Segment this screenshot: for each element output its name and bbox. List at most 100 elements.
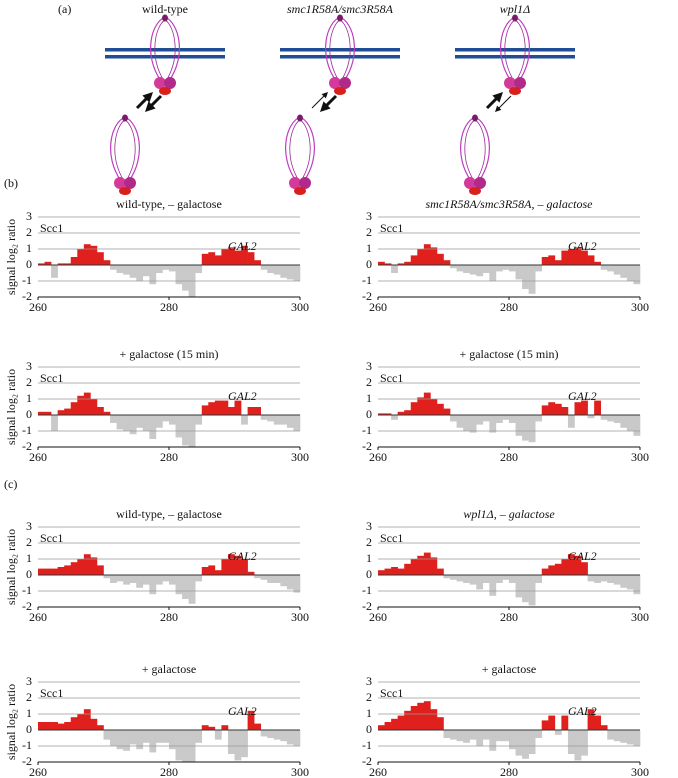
arrow-head — [145, 101, 156, 112]
y-tick-label: 2 — [366, 375, 372, 389]
signal-bar — [51, 568, 58, 575]
signal-bar — [116, 265, 124, 273]
signal-bar — [620, 415, 628, 428]
arrow-head — [320, 101, 331, 112]
head — [154, 77, 166, 89]
signal-bar — [482, 575, 490, 583]
signal-bar — [195, 730, 203, 743]
signal-bar — [149, 575, 157, 595]
signal-bar — [175, 415, 183, 438]
signal-bar — [175, 730, 183, 761]
y-tick-label: 2 — [366, 690, 372, 704]
signal-bar — [502, 730, 510, 742]
signal-bar — [581, 400, 588, 415]
signal-bar — [96, 725, 104, 730]
signal-bar — [142, 730, 150, 743]
signal-bar — [450, 730, 457, 740]
y-tick-label: -1 — [362, 273, 372, 287]
hinge — [472, 114, 478, 122]
y-tick-label: -1 — [362, 583, 372, 597]
signal-bar — [391, 567, 398, 575]
y-axis-label: signal log₂ ratio — [4, 369, 18, 445]
hinge — [162, 14, 168, 22]
signal-bar — [436, 253, 444, 265]
signal-bar — [626, 415, 634, 431]
y-tick-label: 0 — [26, 722, 32, 736]
signal-bar — [423, 701, 431, 730]
signal-bar — [626, 575, 634, 590]
signal-bar — [417, 555, 425, 575]
x-tick-label: 260 — [29, 300, 47, 314]
gene-label: GAL2 — [568, 704, 597, 718]
signal-bar — [469, 265, 477, 275]
signal-bar — [594, 261, 601, 265]
signal-bar — [528, 575, 536, 606]
y-tick-label: -1 — [362, 738, 372, 752]
y-tick-label: -2 — [362, 439, 372, 453]
signal-bar — [410, 255, 418, 265]
signal-bar — [44, 411, 52, 415]
signal-bar — [594, 575, 601, 583]
signal-bar — [456, 265, 464, 272]
x-tick-label: 280 — [160, 610, 178, 624]
signal-bar — [613, 265, 621, 275]
signal-bar — [254, 260, 261, 265]
signal-bar — [208, 565, 216, 575]
signal-bar — [182, 265, 189, 291]
signal-bar — [515, 575, 523, 598]
y-tick-label: 2 — [26, 375, 32, 389]
gene-label: GAL2 — [228, 704, 257, 718]
signal-bar — [149, 415, 157, 439]
y-tick-label: 3 — [366, 674, 372, 688]
arrow-head — [321, 92, 328, 99]
signal-bar — [502, 415, 510, 420]
signal-bar — [443, 575, 451, 579]
y-tick-label: 0 — [366, 722, 372, 736]
signal-bar — [142, 265, 150, 277]
panel-label: (a) — [58, 2, 71, 16]
signal-bar — [214, 570, 222, 575]
signal-bar — [378, 413, 385, 415]
signal-bar — [509, 265, 516, 272]
signal-bar — [293, 265, 301, 281]
signal-bar — [515, 415, 523, 436]
signal-bar — [574, 247, 582, 265]
signal-bar — [247, 571, 255, 575]
signal-bar — [155, 730, 163, 743]
signal-bar — [51, 722, 58, 730]
signal-bar — [522, 575, 529, 603]
chart-title: + galactose (15 min) — [119, 347, 218, 361]
signal-bar — [182, 415, 189, 446]
signal-bar — [136, 730, 144, 750]
signal-bar — [600, 725, 608, 730]
signal-bar — [633, 730, 641, 746]
diagram-label: wpl1Δ — [500, 2, 530, 16]
signal-bar — [241, 245, 248, 265]
y-tick-label: 1 — [366, 551, 372, 565]
signal-bar — [574, 730, 582, 761]
signal-bar — [123, 575, 130, 585]
signal-bar — [613, 415, 621, 423]
head — [514, 77, 526, 89]
y-axis-label: signal log₂ ratio — [4, 529, 18, 605]
signal-bar — [410, 559, 418, 575]
arrow-head — [495, 105, 502, 112]
signal-bar — [221, 249, 229, 265]
signal-bar — [626, 265, 634, 281]
signal-bar — [567, 730, 575, 754]
y-tick-label: 1 — [26, 241, 32, 255]
signal-bar — [169, 415, 176, 425]
panel-label: (c) — [4, 477, 17, 491]
signal-bar — [620, 730, 628, 743]
y-tick-label: 1 — [26, 391, 32, 405]
signal-bar — [548, 255, 556, 265]
signal-bar — [110, 415, 117, 423]
signal-bar — [267, 730, 275, 738]
signal-bar — [495, 265, 503, 272]
signal-bar — [208, 402, 216, 415]
signal-bar — [260, 575, 268, 580]
signal-bar — [391, 718, 398, 730]
y-tick-label: 1 — [366, 391, 372, 405]
signal-bar — [436, 717, 444, 730]
